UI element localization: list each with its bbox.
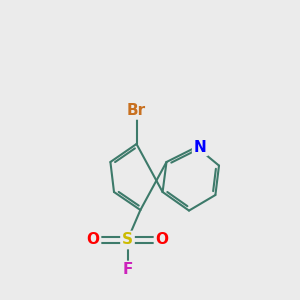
Text: O: O [86, 232, 100, 247]
Text: N: N [194, 140, 206, 154]
Text: S: S [122, 232, 133, 247]
Text: F: F [122, 262, 133, 278]
Text: O: O [155, 232, 169, 247]
Text: Br: Br [127, 103, 146, 118]
